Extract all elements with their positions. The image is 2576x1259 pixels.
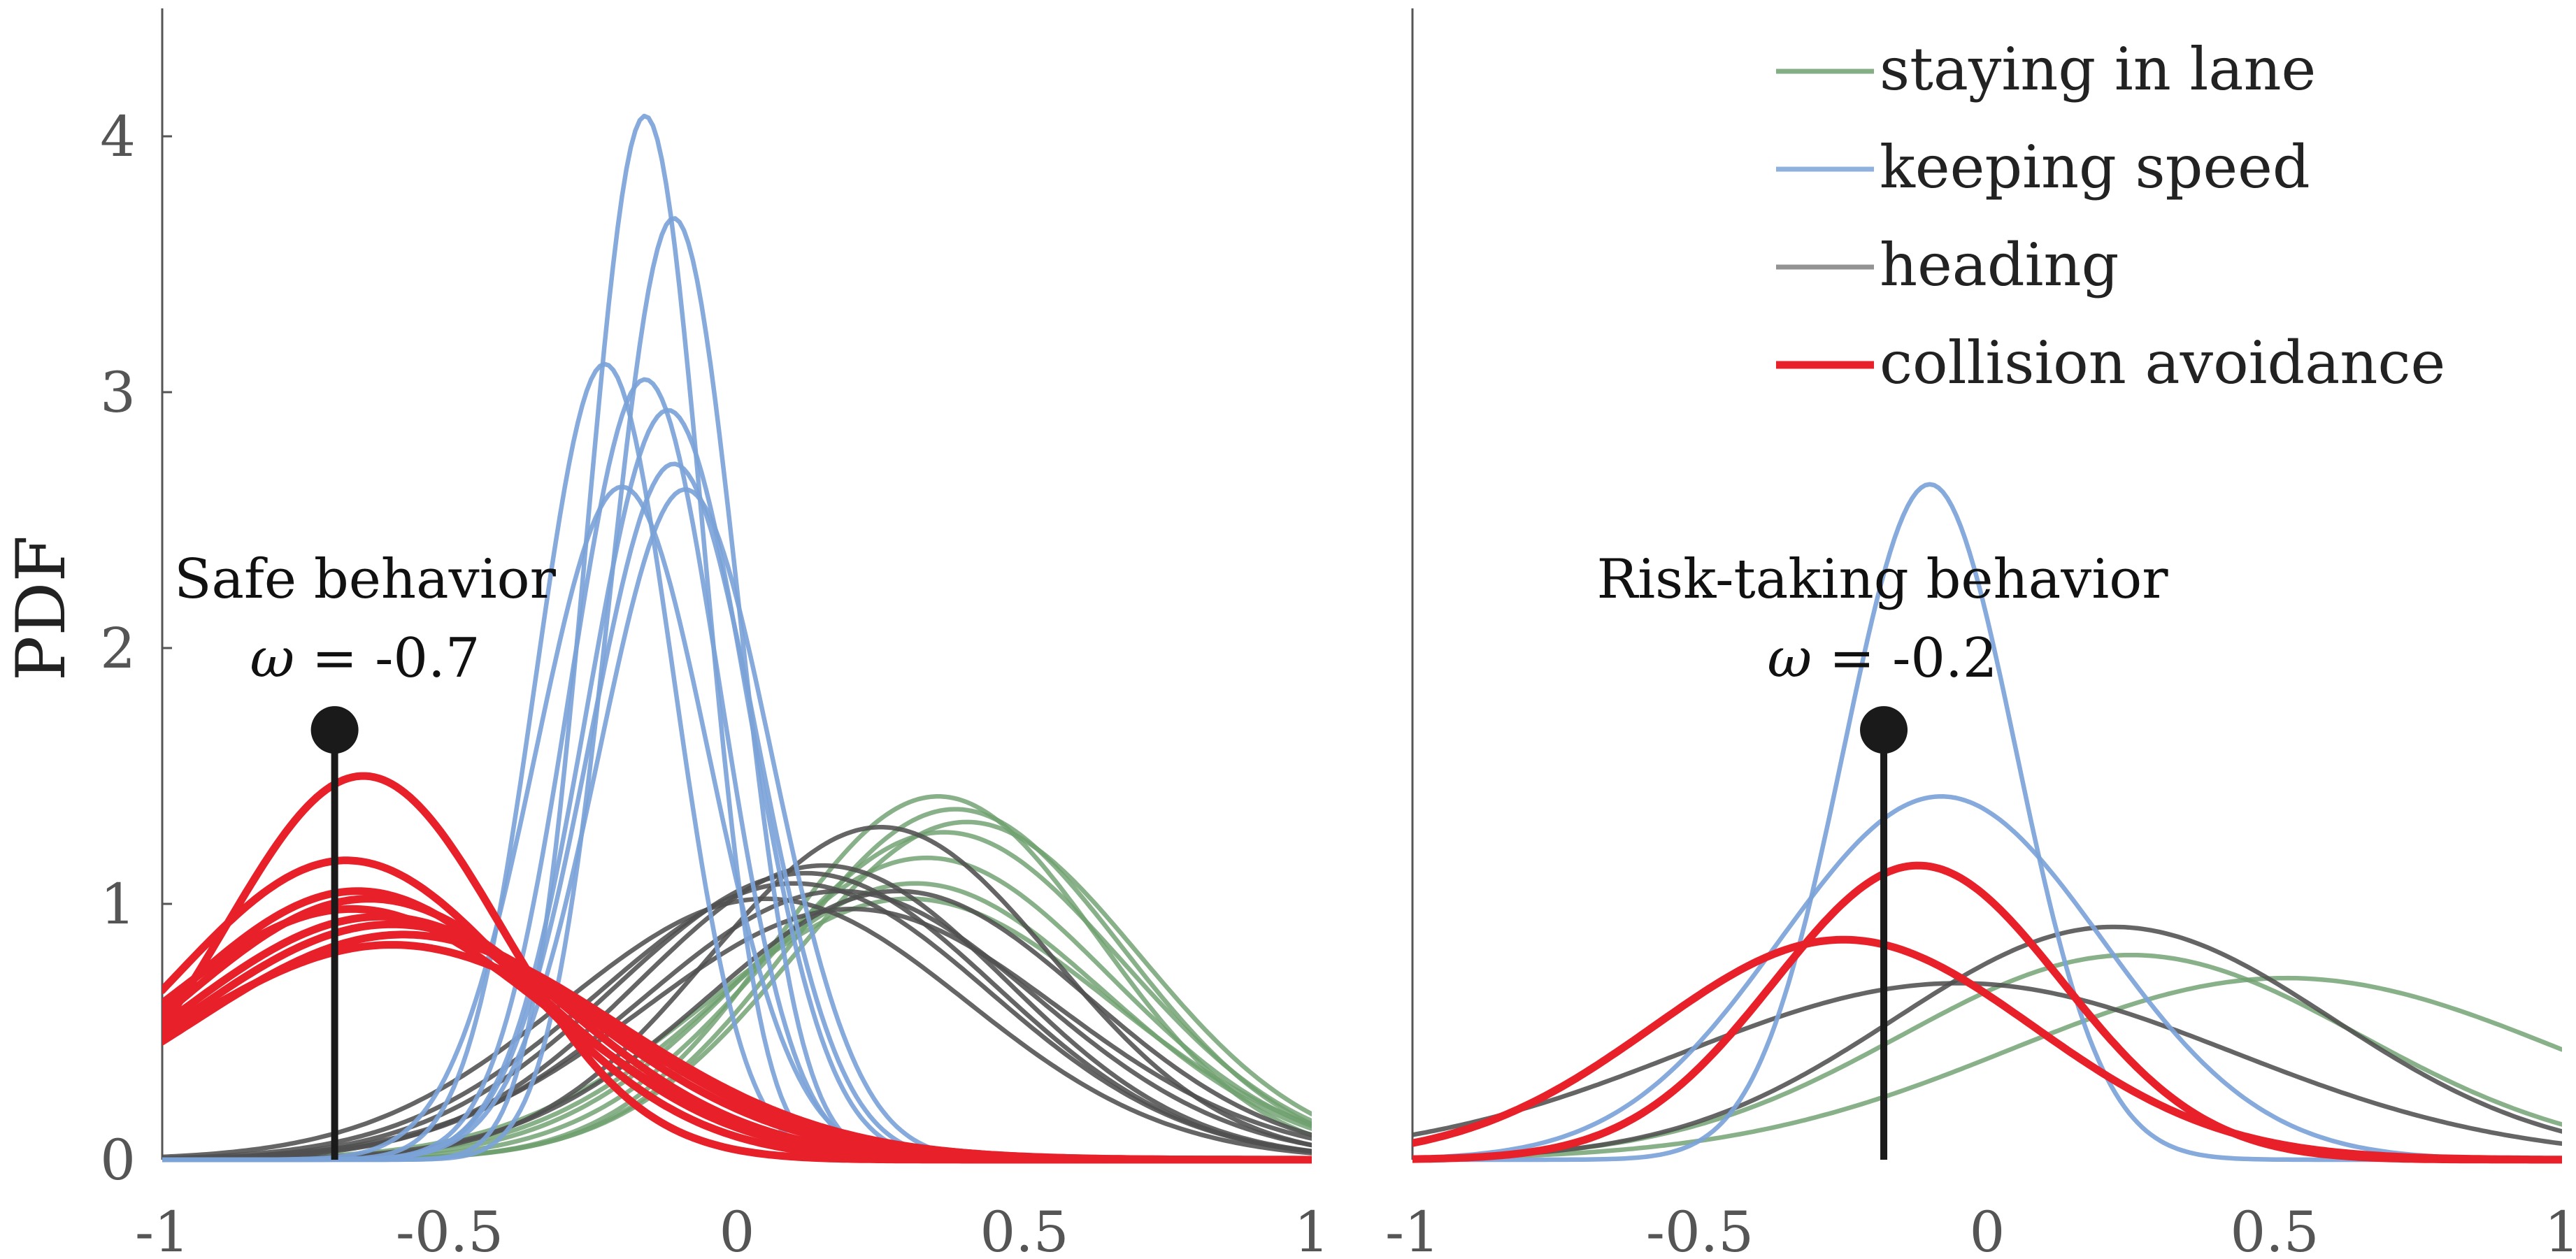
legend-entry: heading [1880,231,2119,299]
legend: staying in lane keeping speed heading colli… [1776,35,2445,397]
curves [1412,482,2562,1164]
omega-number: = -0.2 [1812,627,1997,690]
x-tick-label: -1 [1385,1200,1440,1259]
collision-avoidance-curve [1412,935,2562,1164]
behavior-title: Safe behavior [174,548,557,611]
heading-curve [162,896,1312,1160]
y-tick-label: 3 [100,360,136,425]
x-tick-label: 0 [720,1200,755,1259]
omega-symbol: ω [250,627,295,690]
omega-number: = -0.7 [294,627,480,690]
heading-curve [162,907,1312,1161]
y-tick-label: 1 [100,872,136,937]
heading-curve [162,881,1312,1161]
right-panel: -1 -0.5 0 0.5 1 Risk-taking behavior ω = -0.2 [1385,8,2576,1259]
x-tick-label: 0.5 [980,1200,1068,1259]
y-tick-label: 0 [100,1128,136,1193]
x-tick-label: 1 [2545,1200,2576,1259]
x-tick-label: -0.5 [396,1200,503,1259]
left-panel: 0 1 2 3 4 -1 -0.5 0 0.5 1 Safe behavior ω = -0.7 [100,8,1329,1259]
omega-value: ω = -0.7 [250,627,480,690]
collision-avoidance-curve [1412,861,2562,1164]
y-tick-label: 4 [100,104,136,169]
behavior-marker [1860,706,1908,754]
behavior-marker [310,706,359,754]
heading-curve [1412,924,2562,1161]
legend-entry: keeping speed [1880,133,2310,201]
x-tick-label: -0.5 [1646,1200,1754,1259]
keeping-speed-curve [1412,794,2562,1162]
staying-in-lane-curve [1412,975,2562,1161]
omega-value: ω = -0.2 [1768,627,1998,690]
legend-entry: staying in lane [1880,35,2316,103]
x-tick-label: 0.5 [2230,1200,2319,1259]
behavior-title: Risk-taking behavior [1596,548,2168,611]
collision-avoidance-curve [162,941,1312,1164]
omega-symbol: ω [1768,627,1812,690]
y-tick-label: 2 [100,616,136,681]
y-axis-label: PDF [2,535,80,681]
curves [162,113,1312,1164]
heading-curve [1412,981,2562,1146]
legend-entry: collision avoidance [1880,329,2445,397]
x-tick-label: 1 [1294,1200,1330,1259]
x-tick-label: -1 [135,1200,189,1259]
x-tick-label: 0 [1970,1200,2005,1259]
